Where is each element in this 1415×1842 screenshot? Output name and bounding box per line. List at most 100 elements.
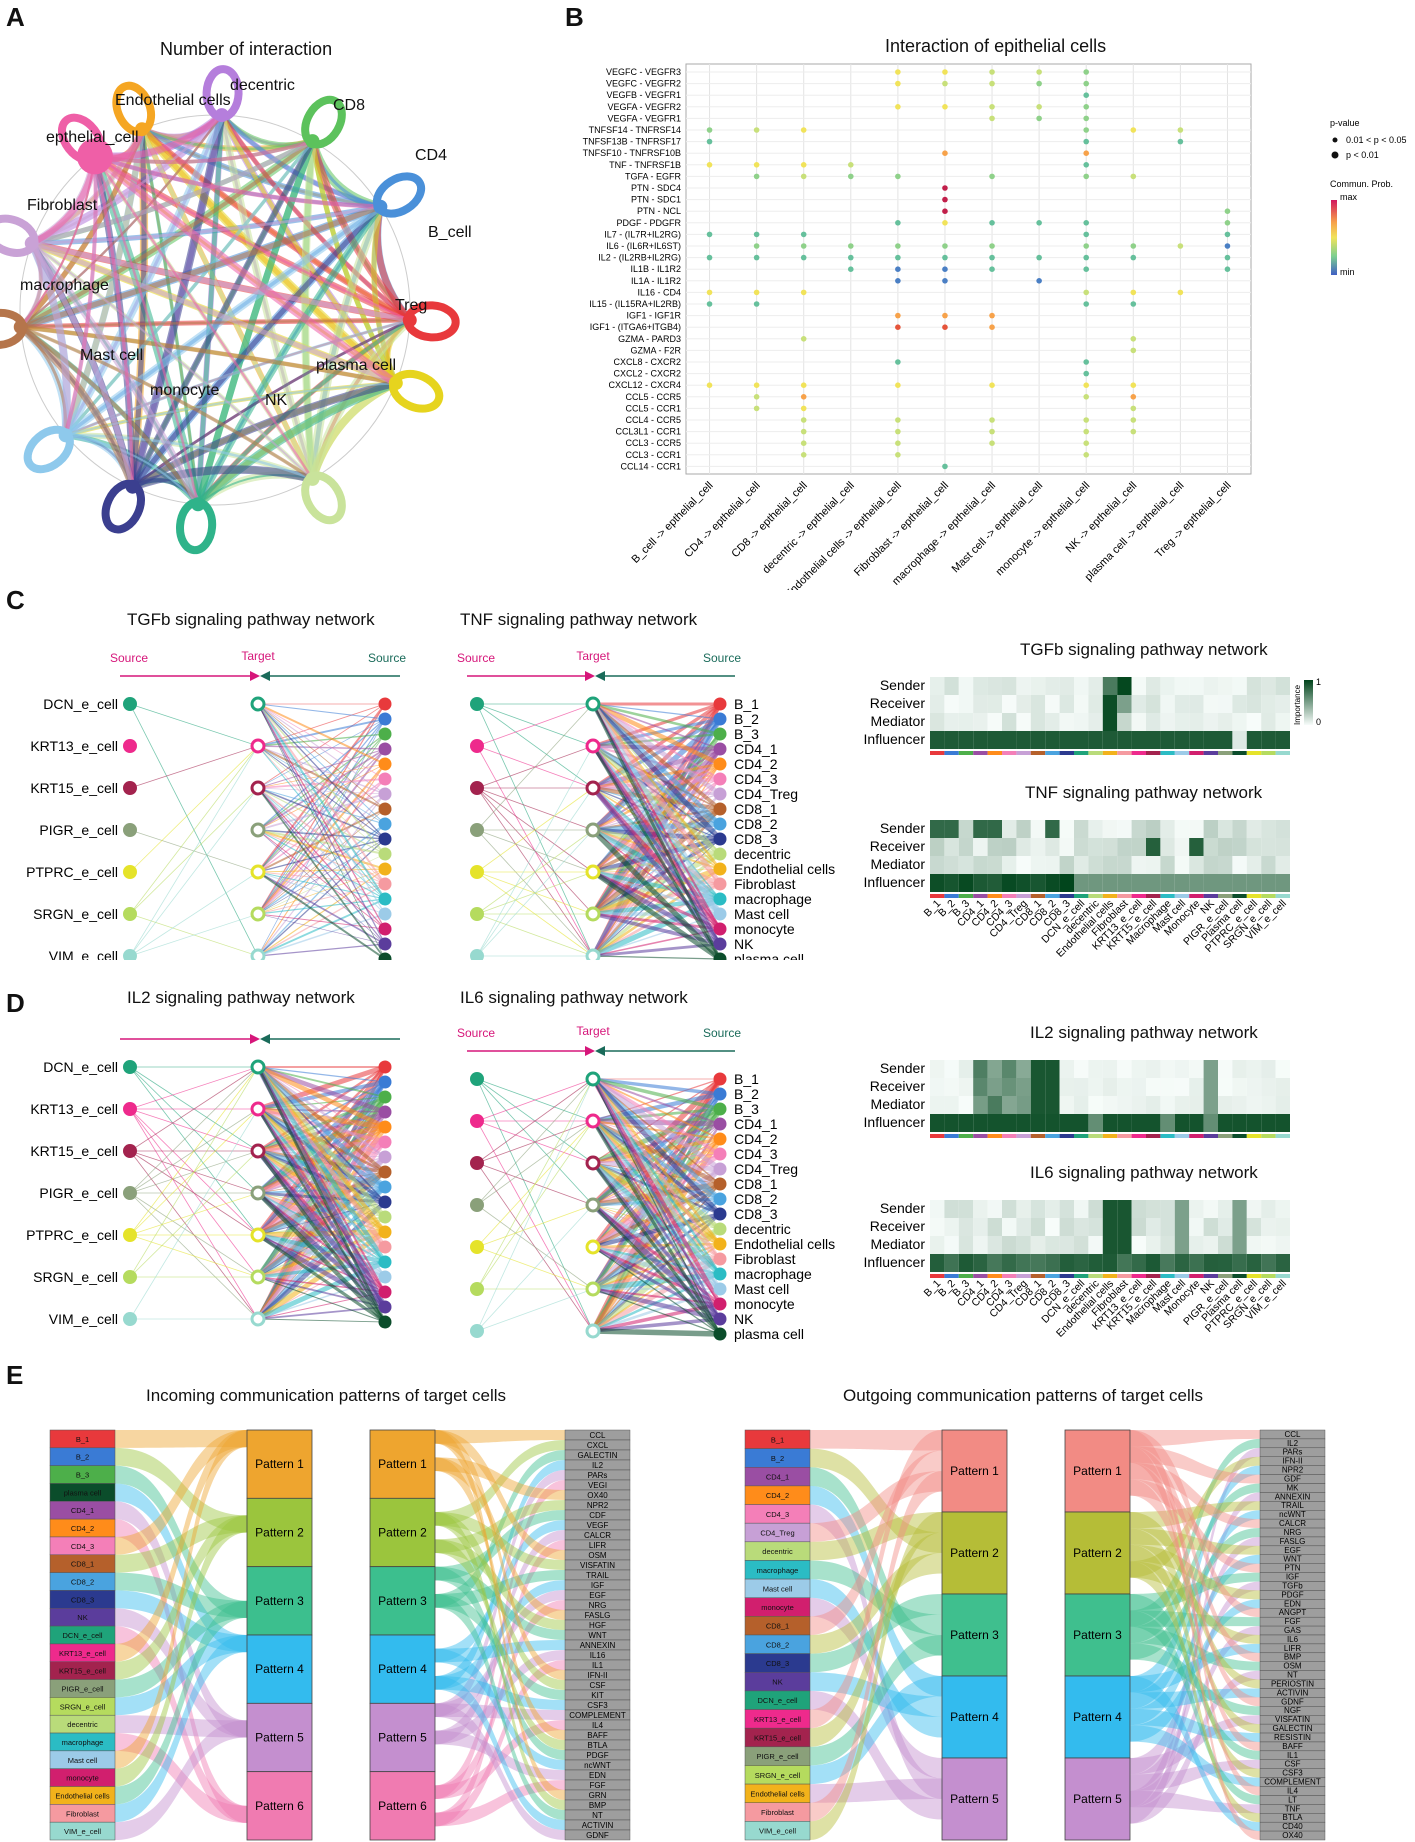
- il2-hierarchy-plot: DCN_e_cell KRT13_e_cell KRT15_e_cell PIGR_e…: [26, 1034, 400, 1329]
- right-cell-label: CD4_Treg: [734, 1161, 798, 1177]
- heatmap-row-label: Receiver: [870, 838, 926, 854]
- edge: [129, 1066, 259, 1278]
- right-source-node: [378, 1300, 392, 1314]
- target-node: [250, 1143, 266, 1159]
- bubble-dot: [1130, 173, 1137, 180]
- target-node: [250, 822, 266, 838]
- flow-band: [1130, 1688, 1260, 1709]
- tnf-heatmap: SenderReceiverMediatorInfluencerB_1B_2B_…: [864, 820, 1290, 960]
- heatmap-cell: [987, 838, 1002, 856]
- pattern-label: Pattern 5: [950, 1792, 999, 1806]
- heatmap-cell: [1030, 856, 1046, 874]
- bubble-dot: [847, 254, 854, 261]
- heatmap-cell: [1232, 677, 1247, 695]
- cell-block: [744, 1821, 811, 1841]
- pattern-label: Pattern 3: [950, 1628, 999, 1642]
- heatmap-cell: [973, 1096, 988, 1114]
- heatmap-cell: [1218, 856, 1233, 874]
- cell-block-label: KRT13_e_cell: [59, 1649, 106, 1658]
- edge: [592, 703, 721, 750]
- cell-block-label: Fibroblast: [761, 1808, 795, 1817]
- legend-dot-small: [1332, 137, 1338, 143]
- heatmap-color-bar: [1045, 894, 1060, 898]
- pattern-label: Pattern 3: [378, 1594, 427, 1608]
- target-label: Target: [576, 1024, 610, 1038]
- edge: [476, 1078, 594, 1164]
- edge: [476, 829, 594, 957]
- edge: [591, 1256, 722, 1334]
- heatmap-color-bar: [1016, 894, 1031, 898]
- bubble-dot: [1083, 80, 1090, 87]
- network-edge: [63, 156, 98, 436]
- flow-band: [115, 1430, 247, 1662]
- flow-band: [435, 1430, 565, 1800]
- heatmap-cell: [1203, 713, 1218, 731]
- flow-band: [1130, 1594, 1260, 1760]
- flow-band: [435, 1676, 565, 1830]
- flow-band: [1130, 1528, 1260, 1660]
- flow-band: [115, 1635, 247, 1823]
- flow-band: [1130, 1708, 1260, 1742]
- cell-block-label: SRGN_e_cell: [60, 1702, 106, 1711]
- cell-block-label: B_2: [771, 1454, 784, 1463]
- flow-band: [810, 1471, 942, 1822]
- flow-band: [1130, 1610, 1260, 1805]
- heatmap-color-bar: [1002, 894, 1017, 898]
- edge: [256, 1191, 387, 1324]
- panel-letter-b: B: [565, 2, 584, 32]
- heatmap-color-bar: [1102, 751, 1118, 755]
- target-node: [250, 864, 266, 880]
- heatmap-color-bar: [1030, 894, 1046, 898]
- heatmap-cell: [1146, 1114, 1161, 1132]
- bubble-dot: [989, 266, 995, 272]
- pathway-label: PARs: [588, 1471, 608, 1480]
- heatmap-cell: [1030, 1096, 1046, 1114]
- edge: [257, 703, 386, 885]
- flow-band: [810, 1504, 942, 1799]
- heatmap-cell: [1261, 1200, 1276, 1218]
- right-source-node: [713, 1072, 727, 1086]
- bubble-dot: [1036, 254, 1042, 261]
- edge: [257, 787, 386, 930]
- right-cell-label: NK: [734, 936, 754, 952]
- heatmap-color-bar: [1203, 1274, 1218, 1278]
- pattern-label: Pattern 1: [378, 1457, 427, 1471]
- right-source-node: [378, 742, 392, 756]
- right-cell-label: CD8_1: [734, 1176, 778, 1192]
- edge: [591, 1162, 722, 1335]
- right-cell-label: CD8_2: [734, 1191, 778, 1207]
- network-node: [76, 138, 113, 175]
- bubble-dot: [1083, 417, 1090, 423]
- pathway-label: NT: [592, 1811, 603, 1820]
- edge: [257, 829, 386, 855]
- bubble-dot: [895, 278, 901, 284]
- edge: [592, 1118, 721, 1187]
- bubble-dot: [942, 278, 948, 284]
- flow-band: [1130, 1581, 1260, 1791]
- right-source-node: [378, 1060, 392, 1074]
- flow-band: [435, 1440, 565, 1526]
- flow-band: [810, 1594, 942, 1673]
- pattern-label: Pattern 5: [378, 1731, 427, 1745]
- flow-band: [115, 1635, 247, 1716]
- pattern-block: [941, 1429, 1008, 1513]
- left-cell-label: PIGR_e_cell: [39, 1185, 118, 1201]
- heatmap-cell: [1174, 677, 1190, 695]
- heatmap-cell: [1002, 1200, 1017, 1218]
- heatmap-color-bar: [1146, 1134, 1161, 1138]
- pattern-block: [369, 1497, 436, 1568]
- bubble-dot: [895, 220, 901, 226]
- right-source-node: [378, 847, 392, 861]
- heatmap-color-bar: [1246, 1134, 1262, 1138]
- heatmap-color-bar: [944, 894, 959, 898]
- heatmap-cell: [1102, 856, 1118, 874]
- heatmap-cell: [1174, 1218, 1190, 1236]
- heatmap-cell: [930, 1218, 945, 1236]
- edge: [591, 870, 722, 960]
- edge: [592, 1120, 721, 1305]
- heatmap-color-bar: [930, 1134, 945, 1138]
- pathway-label: GAS: [1284, 1626, 1301, 1635]
- heatmap-cell: [1160, 1200, 1175, 1218]
- bubble-dot: [989, 104, 995, 110]
